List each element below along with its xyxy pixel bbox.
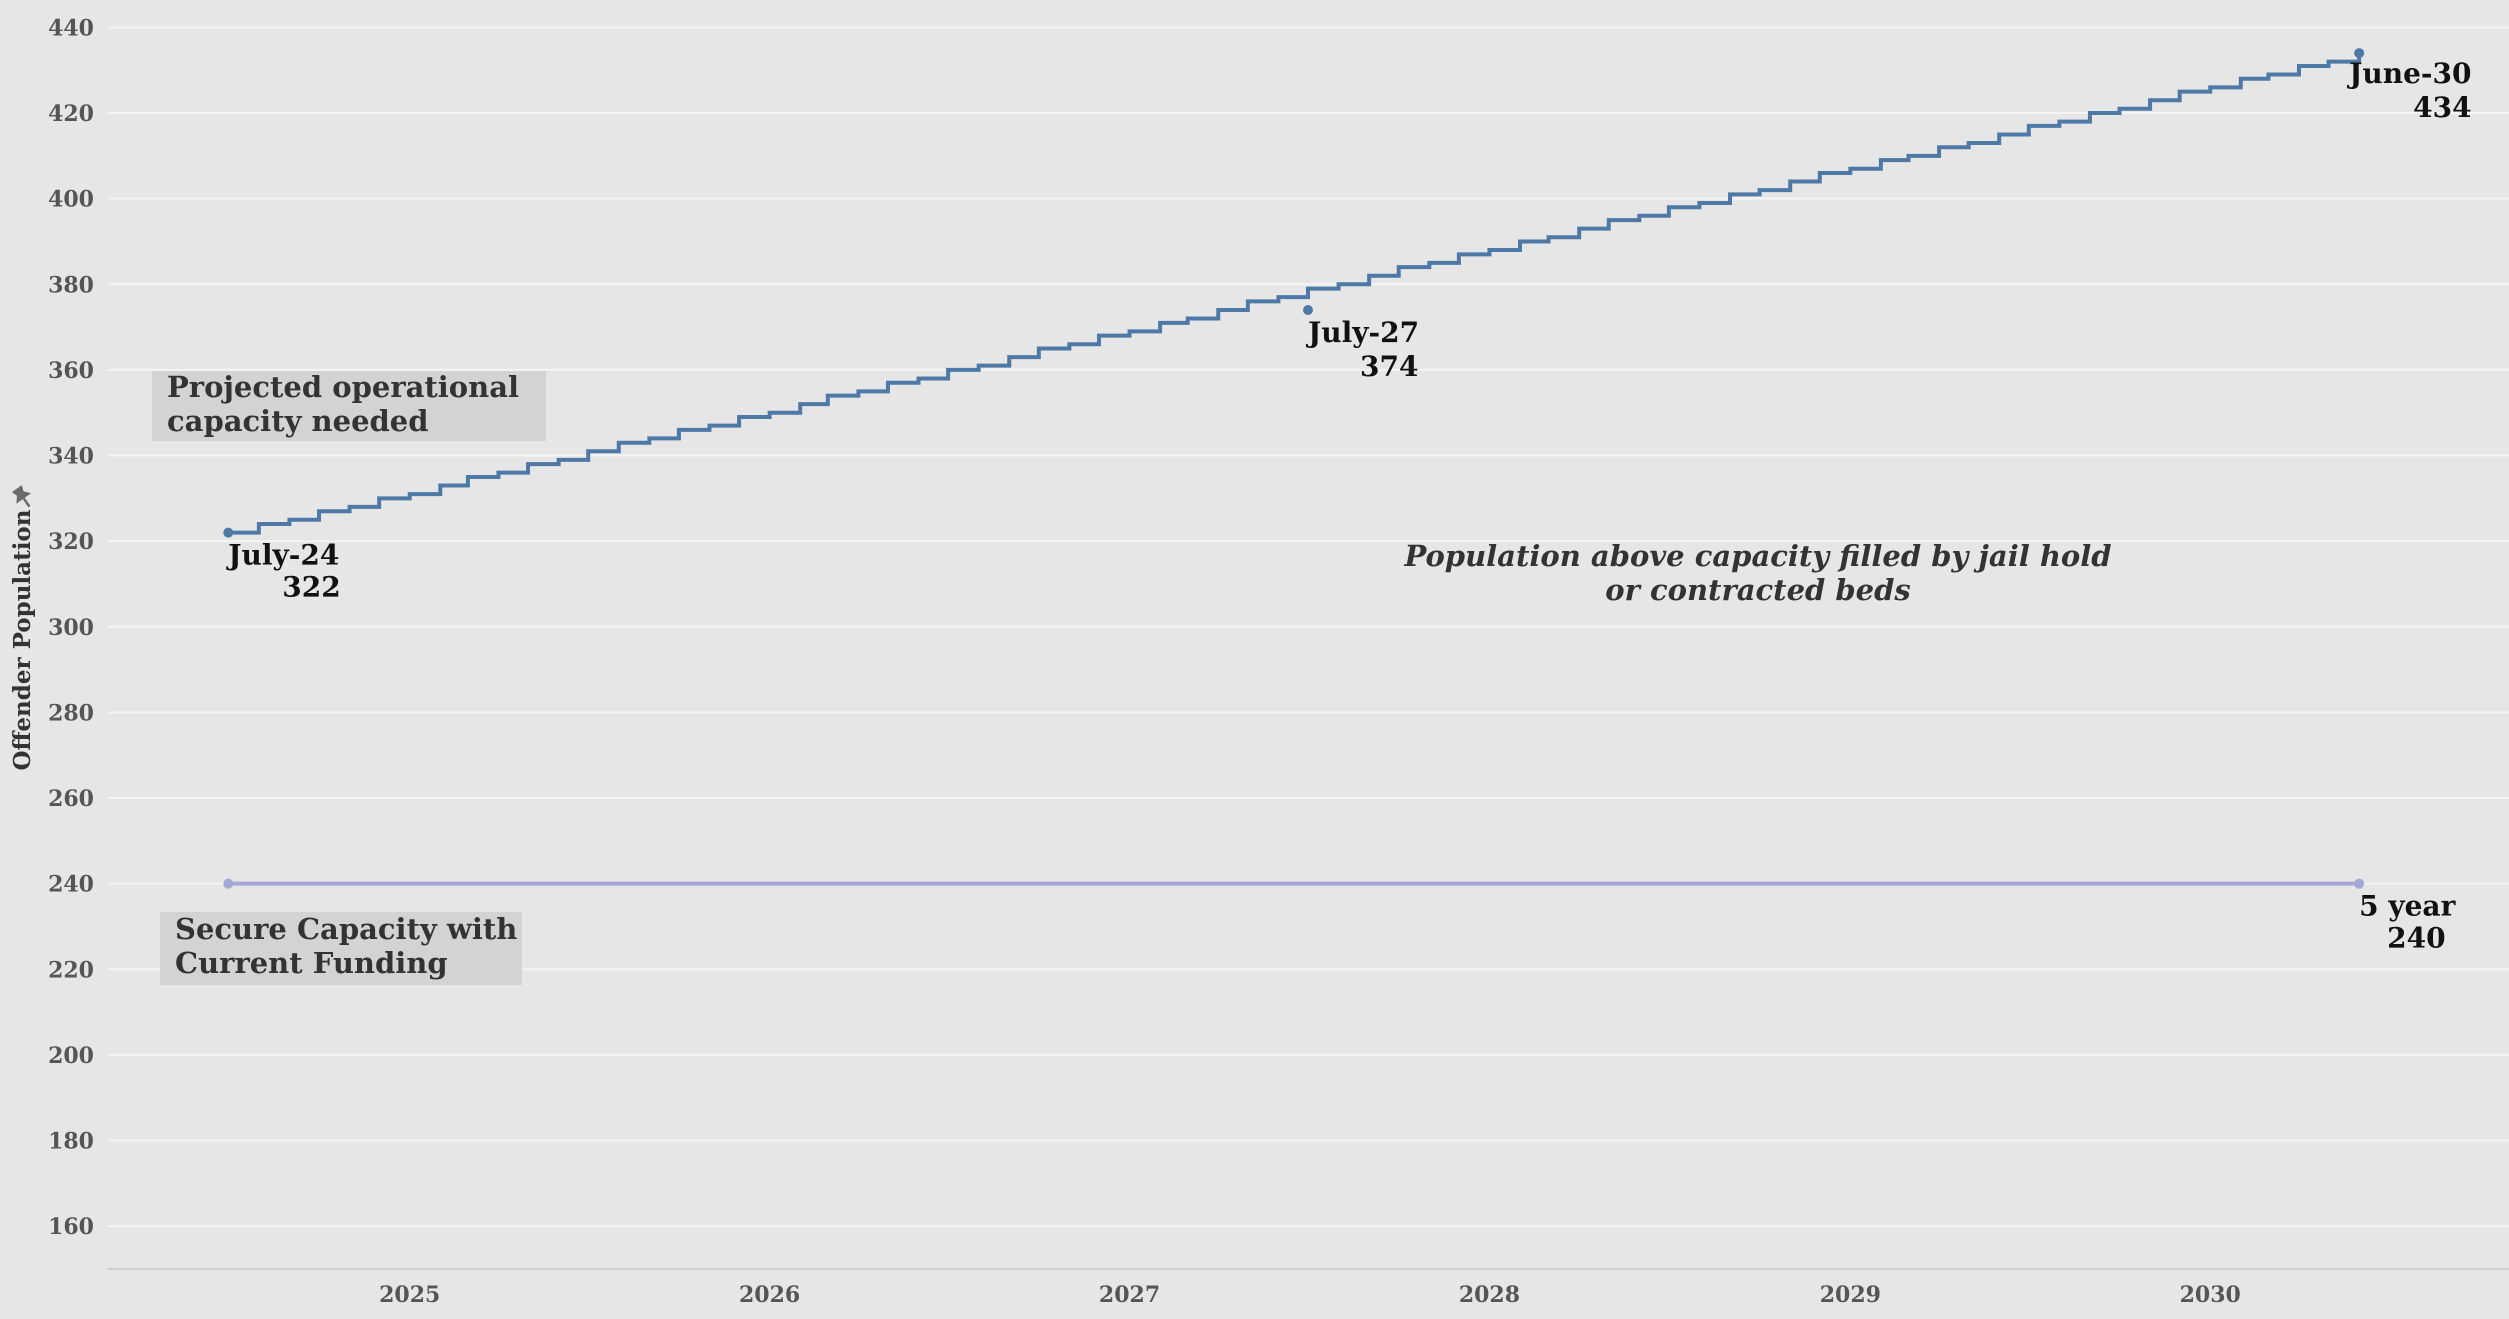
capacity-note: Population above capacity filled by jail… [1403, 539, 2111, 607]
y-tick-label: 300 [48, 615, 94, 641]
data-point [1303, 304, 1314, 315]
y-axis-title-text: Offender Population [9, 509, 36, 770]
series-projected-capacity-line [228, 53, 2362, 535]
point-label-july27-value: 374 [1360, 350, 1418, 383]
svg-text:Current Funding: Current Funding [175, 946, 448, 980]
point-label-june30-date: June-30 [2346, 57, 2471, 90]
projected-label-box: Projected operational capacity needed [152, 370, 546, 441]
x-axis-ticks: 2025 2026 2027 2028 2029 2030 [379, 1282, 2241, 1308]
x-tick-label: 2028 [1459, 1282, 1520, 1308]
y-tick-label: 200 [48, 1043, 94, 1069]
y-tick-label: 400 [48, 187, 94, 213]
capacity-note-line2: or contracted beds [1605, 573, 1910, 607]
projected-label-line2: capacity needed [167, 404, 429, 438]
data-point [223, 878, 234, 889]
data-point [2354, 878, 2365, 889]
point-label-july24-date: July-24 [225, 539, 339, 572]
point-label-fiveyear-value: 240 [2387, 922, 2445, 955]
x-tick-label: 2025 [379, 1282, 440, 1308]
secure-label-line2: Current Funding [175, 946, 448, 980]
pin-icon [11, 485, 32, 508]
y-tick-label: 340 [48, 444, 94, 470]
capacity-note-line1: Population above capacity filled by jail… [1403, 539, 2111, 573]
svg-text:capacity needed: capacity needed [167, 404, 429, 438]
projected-label-line1: Projected operational [167, 370, 519, 404]
y-tick-label: 440 [48, 15, 94, 41]
y-tick-label: 280 [48, 700, 94, 726]
y-tick-label: 380 [48, 272, 94, 298]
y-tick-label: 180 [48, 1129, 94, 1155]
x-tick-label: 2029 [1820, 1282, 1881, 1308]
data-point [223, 527, 234, 538]
point-label-fiveyear-date: 5 year [2359, 890, 2456, 923]
y-tick-label: 420 [48, 101, 94, 127]
secure-label-line1: Secure Capacity with [175, 912, 517, 946]
grid [108, 26, 2509, 1228]
x-tick-label: 2027 [1099, 1282, 1160, 1308]
svg-text:or contracted beds: or contracted beds [1605, 573, 1910, 607]
y-tick-label: 220 [48, 957, 94, 983]
y-tick-label: 360 [48, 358, 94, 384]
y-tick-label: 240 [48, 872, 94, 898]
y-tick-label: 160 [48, 1214, 94, 1240]
series-points [223, 48, 2365, 889]
y-tick-label: 320 [48, 529, 94, 555]
svg-text:Population above capacity fill: Population above capacity filled by jail… [1403, 539, 2111, 573]
svg-text:Projected operational: Projected operational [167, 370, 519, 404]
point-label-july24-value: 322 [282, 571, 340, 604]
secure-label-box: Secure Capacity with Current Funding [160, 912, 522, 985]
y-axis-ticks: 160 180 200 220 240 260 280 300 320 340 360 380 400 4… [48, 15, 94, 1240]
y-tick-label: 260 [48, 786, 94, 812]
svg-text:Secure Capacity with: Secure Capacity with [175, 912, 517, 946]
x-tick-label: 2026 [739, 1282, 800, 1308]
point-label-july27-date: July-27 [1305, 316, 1419, 349]
point-label-june30-value: 434 [2413, 91, 2471, 124]
y-axis-title: Offender Population [9, 509, 36, 770]
data-point [2354, 48, 2365, 59]
x-tick-label: 2030 [2180, 1282, 2241, 1308]
